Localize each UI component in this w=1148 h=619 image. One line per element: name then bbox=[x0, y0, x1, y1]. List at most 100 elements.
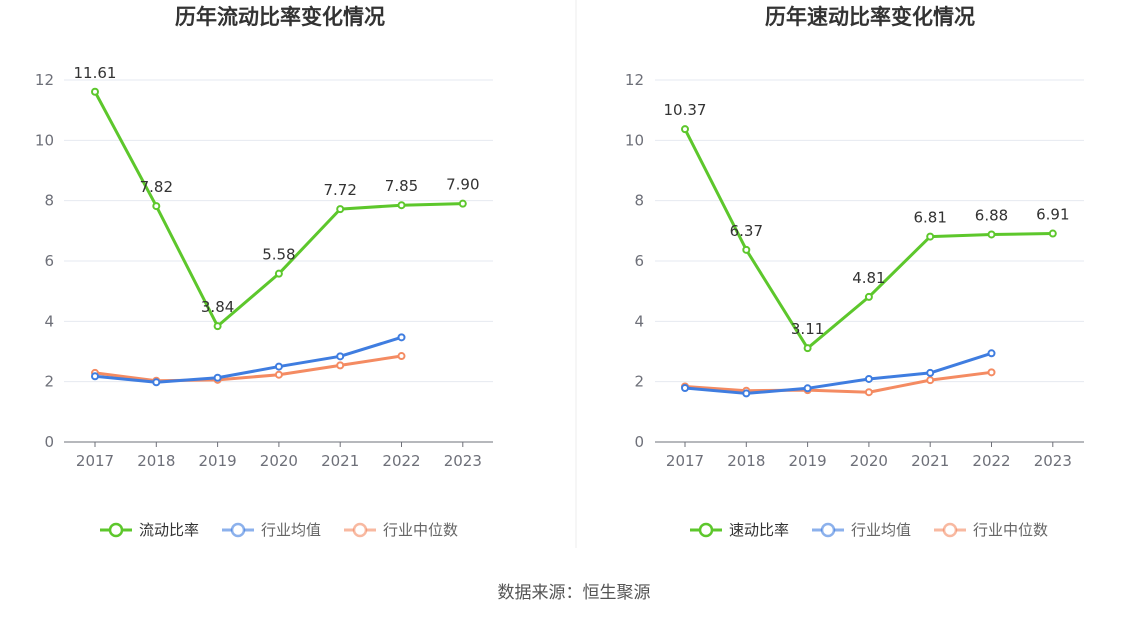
series-line-1 bbox=[94, 335, 402, 384]
y-tick-label: 10 bbox=[625, 131, 644, 149]
data-point bbox=[864, 292, 873, 301]
data-point bbox=[274, 269, 283, 278]
x-tick-label: 2023 bbox=[1034, 452, 1072, 470]
data-point bbox=[987, 368, 996, 377]
legend-marker bbox=[108, 522, 124, 538]
y-tick-label: 8 bbox=[634, 192, 644, 210]
data-label: 6.88 bbox=[975, 206, 1008, 224]
legend-item-2[interactable]: 行业中位数 bbox=[344, 521, 458, 539]
data-point bbox=[803, 344, 812, 353]
data-point bbox=[864, 388, 873, 397]
data-point bbox=[926, 368, 935, 377]
legend-label: 行业中位数 bbox=[973, 521, 1048, 539]
legend-label: 流动比率 bbox=[139, 521, 199, 539]
data-point bbox=[336, 361, 345, 370]
data-label: 10.37 bbox=[664, 101, 707, 119]
y-tick-label: 6 bbox=[44, 252, 54, 270]
x-tick-label: 2021 bbox=[321, 452, 359, 470]
y-tick-label: 12 bbox=[35, 71, 54, 89]
y-tick-label: 8 bbox=[44, 192, 54, 210]
x-tick-label: 2017 bbox=[76, 452, 114, 470]
data-label: 11.61 bbox=[74, 64, 117, 82]
x-tick-label: 2022 bbox=[382, 452, 420, 470]
quick-ratio-chart: 历年速动比率变化情况 0 2 4 6 8 10 12 2017 2018 2019 2020 2021 2… bbox=[625, 5, 1084, 539]
legend-item-0[interactable]: 速动比率 bbox=[690, 521, 789, 539]
y-tick-label: 10 bbox=[35, 131, 54, 149]
series-line-0 bbox=[93, 91, 463, 328]
data-point bbox=[681, 384, 689, 393]
chart-title: 历年流动比率变化情况 bbox=[175, 5, 385, 29]
legend-marker bbox=[698, 522, 714, 538]
data-label: 3.11 bbox=[791, 320, 824, 338]
data-point bbox=[213, 373, 222, 382]
data-label: 3.84 bbox=[201, 298, 234, 316]
y-tick-label: 6 bbox=[634, 252, 644, 270]
data-point bbox=[213, 322, 222, 331]
y-tick-label: 12 bbox=[625, 71, 644, 89]
x-tick-label: 2020 bbox=[260, 452, 298, 470]
x-tick-label: 2019 bbox=[199, 452, 237, 470]
series-line-1 bbox=[684, 351, 992, 395]
series-line-2 bbox=[684, 370, 992, 394]
data-point bbox=[926, 232, 935, 241]
y-tick-label: 0 bbox=[634, 433, 644, 451]
legend-label: 行业均值 bbox=[851, 521, 911, 539]
data-point bbox=[274, 370, 283, 379]
data-source: 数据来源：恒生聚源 bbox=[498, 583, 651, 603]
data-point bbox=[987, 230, 996, 239]
legend-marker bbox=[352, 522, 368, 538]
data-point bbox=[336, 352, 345, 361]
data-point bbox=[397, 201, 406, 210]
y-tick-label: 2 bbox=[634, 373, 644, 391]
legend-label: 速动比率 bbox=[729, 521, 789, 539]
y-tick-label: 4 bbox=[634, 312, 644, 330]
chart-title: 历年速动比率变化情况 bbox=[765, 5, 975, 29]
data-point bbox=[803, 384, 812, 393]
data-point bbox=[152, 202, 161, 211]
data-point bbox=[987, 349, 996, 358]
data-point bbox=[336, 205, 345, 214]
data-label: 7.90 bbox=[446, 176, 479, 194]
legend-item-0[interactable]: 流动比率 bbox=[100, 521, 199, 539]
legend-item-1[interactable]: 行业均值 bbox=[222, 521, 321, 539]
data-point bbox=[91, 87, 99, 96]
legend-item-2[interactable]: 行业中位数 bbox=[934, 521, 1048, 539]
data-point bbox=[681, 125, 689, 134]
legend-marker bbox=[230, 522, 246, 538]
data-point bbox=[397, 352, 406, 361]
y-tick-label: 0 bbox=[44, 433, 54, 451]
x-tick-label: 2017 bbox=[666, 452, 704, 470]
legend-label: 行业均值 bbox=[261, 521, 321, 539]
x-tick-label: 2023 bbox=[444, 452, 482, 470]
y-tick-label: 4 bbox=[44, 312, 54, 330]
x-tick-label: 2020 bbox=[850, 452, 888, 470]
data-label: 6.81 bbox=[913, 209, 946, 227]
data-point bbox=[91, 372, 99, 381]
data-label: 4.81 bbox=[852, 269, 885, 287]
legend-item-1[interactable]: 行业均值 bbox=[812, 521, 911, 539]
x-tick-label: 2019 bbox=[789, 452, 827, 470]
x-tick-label: 2018 bbox=[727, 452, 765, 470]
data-label: 7.72 bbox=[323, 181, 356, 199]
data-point bbox=[926, 376, 935, 385]
data-point bbox=[458, 199, 467, 208]
x-tick-label: 2021 bbox=[911, 452, 949, 470]
legend-marker bbox=[942, 522, 958, 538]
x-tick-label: 2022 bbox=[972, 452, 1010, 470]
legend-marker bbox=[820, 522, 836, 538]
data-point bbox=[152, 378, 161, 387]
series-line-2 bbox=[94, 354, 402, 383]
data-label: 7.82 bbox=[140, 178, 173, 196]
data-point bbox=[742, 389, 751, 398]
current-ratio-chart: 历年流动比率变化情况 0 2 4 6 8 10 12 2017 2018 2019 2020 2021 2… bbox=[35, 5, 493, 539]
data-point bbox=[742, 245, 751, 254]
data-label: 6.37 bbox=[730, 222, 763, 240]
data-point bbox=[274, 362, 283, 371]
data-label: 7.85 bbox=[385, 177, 418, 195]
data-label: 5.58 bbox=[262, 246, 295, 264]
data-point bbox=[1048, 229, 1057, 238]
data-label: 6.91 bbox=[1036, 206, 1069, 224]
legend-label: 行业中位数 bbox=[383, 521, 458, 539]
